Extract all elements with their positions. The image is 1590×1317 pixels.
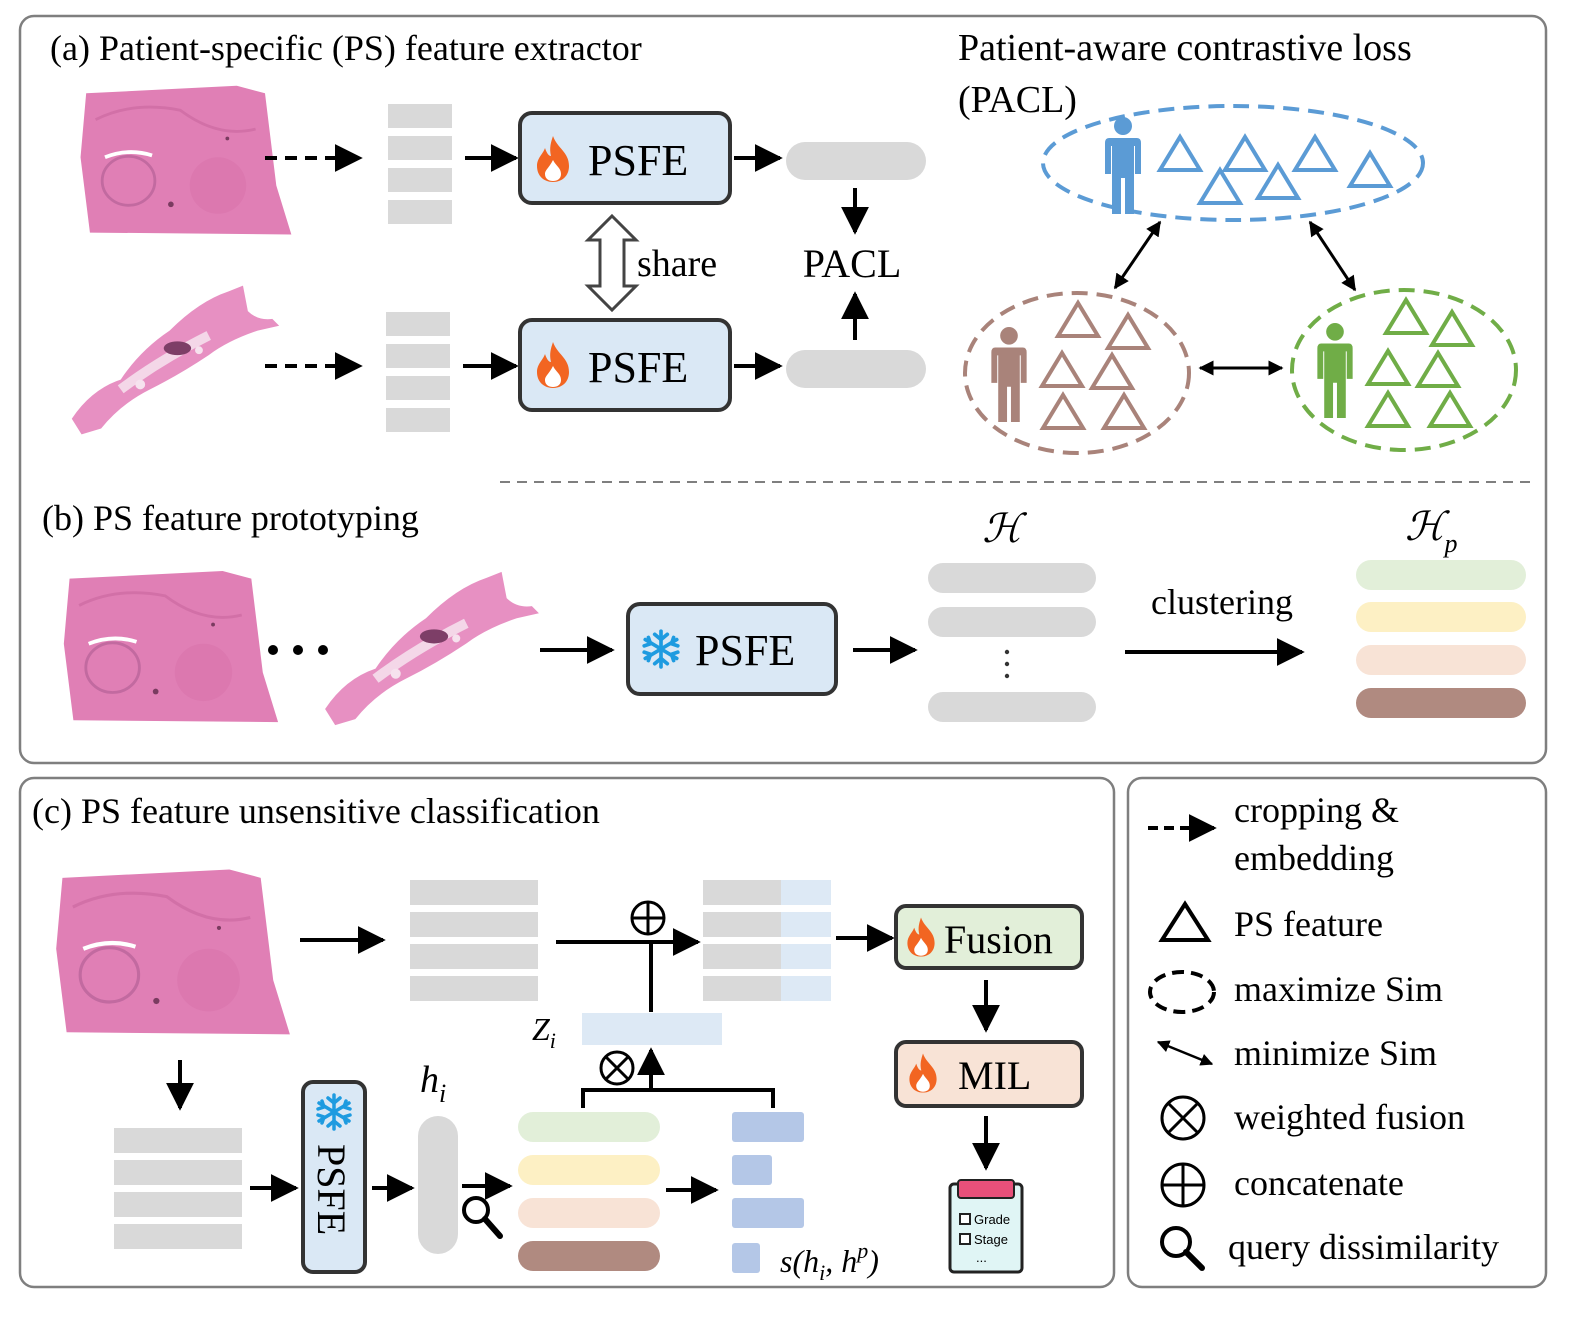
pacl-title-line2: (PACL) — [958, 79, 1077, 121]
tissue-slide-1 — [78, 83, 294, 237]
prototype-bar — [518, 1112, 660, 1142]
prototype-bar — [1356, 688, 1526, 718]
person-icon — [1105, 117, 1141, 214]
panel-ab-frame — [18, 14, 1548, 765]
patient-cluster-brown — [963, 291, 1191, 455]
legend-label-minimize: minimize Sim — [1234, 1033, 1437, 1073]
legend-label-concatenate: concatenate — [1234, 1163, 1404, 1203]
clipboard-report-icon: Grade Stage ... — [948, 1179, 1024, 1274]
tissue-slide-2 — [72, 286, 279, 435]
triangle-group-brown — [1038, 299, 1152, 430]
panel-c-title: (c) PS feature unsensitive classificatio… — [32, 791, 600, 831]
patch-stack-top — [388, 104, 452, 224]
prototype-bar — [518, 1198, 660, 1228]
share-arrow-icon — [584, 213, 640, 313]
fusion-label: Fusion — [944, 917, 1053, 962]
psfe-block-vertical: PSFE — [301, 1080, 367, 1274]
psfe-label-b: PSFE — [695, 626, 795, 675]
patient-cluster-green — [1290, 288, 1518, 452]
triangle-icon — [1158, 900, 1212, 942]
minimize-arrow-blue-green — [1308, 220, 1357, 292]
patch-stack-c-top — [410, 880, 538, 1001]
circle-plus-icon — [630, 900, 666, 936]
legend-frame — [1126, 776, 1548, 1289]
psfe-block-bottom: PSFE — [518, 318, 732, 412]
prototype-bar — [518, 1241, 660, 1271]
circle-plus-icon — [1160, 1162, 1206, 1208]
triangle-group-green — [1364, 296, 1476, 428]
psfe-block-top: PSFE — [518, 111, 732, 205]
report-item-grade: Grade — [974, 1212, 1010, 1227]
legend-item-ps-feature: PS feature — [1158, 900, 1383, 944]
legend-item-maximize: maximize Sim — [1148, 969, 1443, 1014]
hi-label: hi — [420, 1059, 446, 1108]
magnifier-icon — [462, 1196, 503, 1239]
prototype-set-c — [518, 1112, 660, 1271]
legend-label-cropping-1: cropping & — [1234, 790, 1399, 830]
psfe-label-top: PSFE — [588, 136, 688, 185]
report-item-stage: Stage — [974, 1232, 1008, 1247]
weighted-fusion-bracket — [581, 1088, 775, 1108]
legend-item-cropping: cropping & embedding — [1148, 790, 1399, 878]
prototype-set-hp — [1356, 560, 1526, 718]
panel-b-title: (b) PS feature prototyping — [42, 498, 419, 538]
patch-stack-c-bottom — [114, 1128, 242, 1249]
triangle-group-blue — [1156, 133, 1394, 205]
tissue-slide-2 — [325, 572, 539, 725]
h-set-label: ℋ — [982, 506, 1027, 551]
prototype-bar — [1356, 560, 1526, 590]
concatenated-features — [703, 880, 831, 1001]
legend-label-cropping-2: embedding — [1234, 838, 1394, 878]
ellipsis-dots — [268, 645, 328, 655]
tissue-slide-1 — [61, 569, 280, 725]
similarity-scores — [732, 1112, 804, 1273]
share-label: share — [637, 243, 717, 285]
score-label: s(hi, hp) — [780, 1238, 879, 1285]
clustering-label: clustering — [1151, 582, 1293, 622]
legend-item-query: query dissimilarity — [1160, 1226, 1499, 1271]
prototype-bar — [1356, 645, 1526, 675]
embedding-bottom — [786, 350, 926, 388]
circle-times-icon — [599, 1050, 635, 1086]
pacl-label: PACL — [803, 241, 902, 286]
mil-block: MIL — [894, 1040, 1084, 1108]
tissue-slide-1 — [56, 869, 290, 1034]
legend-label-ps-feature: PS feature — [1234, 904, 1383, 944]
double-arrow-icon — [1156, 1040, 1214, 1066]
pacl-title-line1: Patient-aware contrastive loss — [958, 27, 1412, 69]
person-icon — [1317, 322, 1353, 419]
hi-feature — [418, 1116, 458, 1254]
legend-item-minimize: minimize Sim — [1156, 1033, 1437, 1073]
feature-set-h — [928, 563, 1096, 722]
psfe-label-c: PSFE — [309, 1144, 354, 1235]
legend-label-maximize: maximize Sim — [1234, 969, 1443, 1009]
prototype-bar — [518, 1155, 660, 1185]
psfe-block-frozen: PSFE — [626, 602, 838, 696]
mil-label: MIL — [958, 1053, 1031, 1098]
fusion-block: Fusion — [894, 904, 1084, 970]
person-icon — [991, 326, 1027, 423]
magnifier-icon — [1160, 1226, 1205, 1271]
patch-stack-bottom — [386, 312, 450, 432]
vertical-ellipsis — [1004, 649, 1010, 679]
legend-item-weighted-fusion: weighted fusion — [1160, 1095, 1465, 1141]
psfe-label-bottom: PSFE — [588, 343, 688, 392]
minimize-arrow-blue-brown — [1113, 220, 1162, 290]
patient-cluster-blue — [1041, 104, 1425, 222]
prototype-bar — [1356, 602, 1526, 632]
legend-label-weighted-fusion: weighted fusion — [1234, 1097, 1465, 1137]
hp-set-label: ℋp — [1405, 504, 1458, 558]
legend-item-concatenate: concatenate — [1160, 1162, 1404, 1208]
dashed-ellipse-icon — [1148, 970, 1216, 1014]
report-item-more: ... — [976, 1250, 987, 1265]
circle-times-icon — [1160, 1095, 1206, 1141]
panel-c-frame — [18, 776, 1116, 1289]
embedding-top — [786, 142, 926, 180]
panel-a-title: (a) Patient-specific (PS) feature extrac… — [50, 28, 642, 68]
zi-feature — [582, 1013, 722, 1045]
zi-label: Zi — [532, 1011, 556, 1053]
legend-label-query: query dissimilarity — [1228, 1227, 1499, 1267]
